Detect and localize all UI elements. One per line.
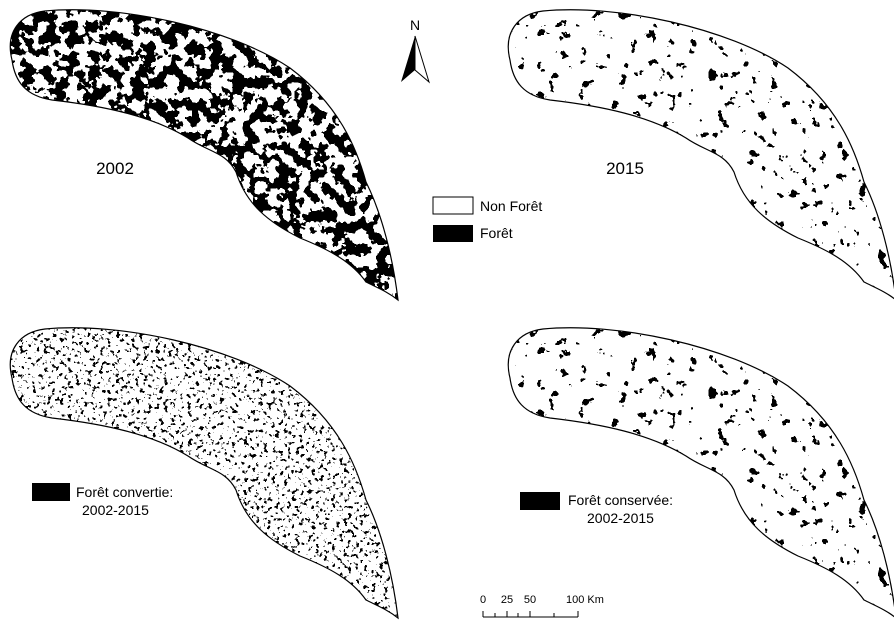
legend-swatch bbox=[433, 225, 473, 242]
panel-label: 2015 bbox=[606, 159, 644, 178]
legend-label: 2002-2015 bbox=[587, 510, 654, 526]
north-arrow: N bbox=[401, 17, 429, 82]
legend-label: Forêt conservée: bbox=[568, 492, 673, 508]
legend-label: 2002-2015 bbox=[82, 502, 149, 518]
map-conserved bbox=[498, 318, 894, 624]
figure: 2002 2015 N Non Forêt Forêt Forêt conver… bbox=[0, 0, 894, 624]
map-2015 bbox=[498, 0, 894, 310]
legend-swatch bbox=[433, 197, 473, 214]
scale-label: 100 Km bbox=[566, 594, 604, 606]
map-converted bbox=[0, 318, 400, 624]
scale-label: 25 bbox=[501, 594, 513, 606]
north-label: N bbox=[410, 17, 420, 33]
legend-swatch bbox=[520, 492, 560, 510]
scale-bar: 0 25 50 100 Km bbox=[480, 594, 604, 617]
legend-swatch bbox=[32, 483, 70, 501]
legend-label: Forêt convertie: bbox=[76, 484, 173, 500]
legend-label: Forêt bbox=[480, 225, 513, 241]
legend-label: Non Forêt bbox=[480, 198, 542, 214]
scale-label: 0 bbox=[480, 594, 486, 606]
map-2002 bbox=[0, 0, 400, 310]
panel-label: 2002 bbox=[96, 159, 134, 178]
scale-label: 50 bbox=[524, 594, 536, 606]
